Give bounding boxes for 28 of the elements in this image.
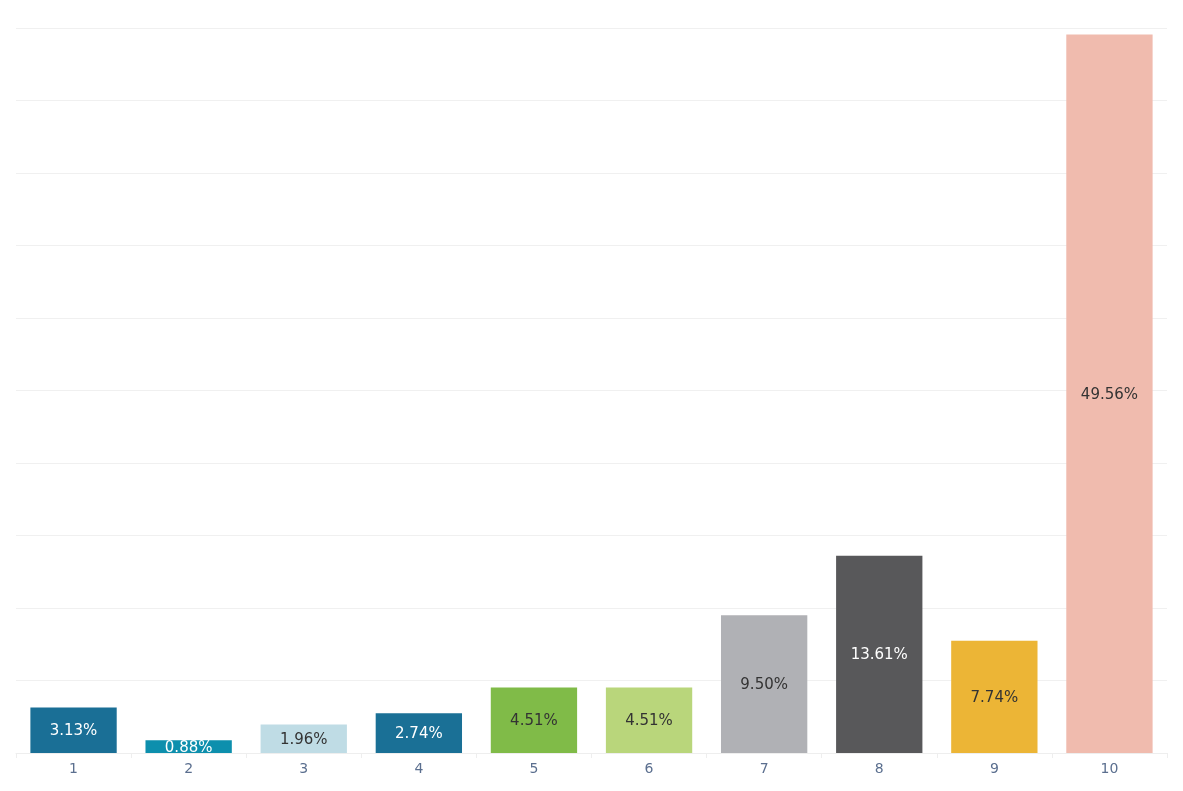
x-tick-label: 5 xyxy=(529,760,539,776)
data-label: 9.50% xyxy=(740,675,788,694)
data-label: 2.74% xyxy=(395,724,443,743)
data-label: 0.88% xyxy=(164,737,213,756)
x-tick-label: 8 xyxy=(874,760,884,776)
bar xyxy=(490,687,578,753)
bar xyxy=(720,615,808,753)
data-label: 4.51% xyxy=(510,711,558,730)
x-tick-label: 10 xyxy=(1100,760,1119,776)
x-tick-label: 3 xyxy=(299,760,309,776)
bar xyxy=(30,707,117,753)
x-tick-label: 9 xyxy=(989,760,999,776)
data-label: 13.61% xyxy=(850,645,908,664)
x-tick-label: 4 xyxy=(414,760,424,776)
x-tick-label: 6 xyxy=(644,760,654,776)
x-tick-label: 1 xyxy=(69,760,79,776)
data-label: 7.74% xyxy=(970,687,1019,706)
data-label: 49.56% xyxy=(1080,384,1139,403)
data-label: 1.96% xyxy=(279,729,328,748)
x-tick-label: 2 xyxy=(184,760,194,776)
bar xyxy=(605,687,693,753)
bar xyxy=(1066,34,1153,753)
data-label: 3.13% xyxy=(49,721,98,740)
bar xyxy=(951,640,1038,753)
bar xyxy=(836,555,923,753)
bar xyxy=(375,713,463,753)
data-label: 4.51% xyxy=(625,711,673,730)
x-tick-label: 7 xyxy=(759,760,769,776)
